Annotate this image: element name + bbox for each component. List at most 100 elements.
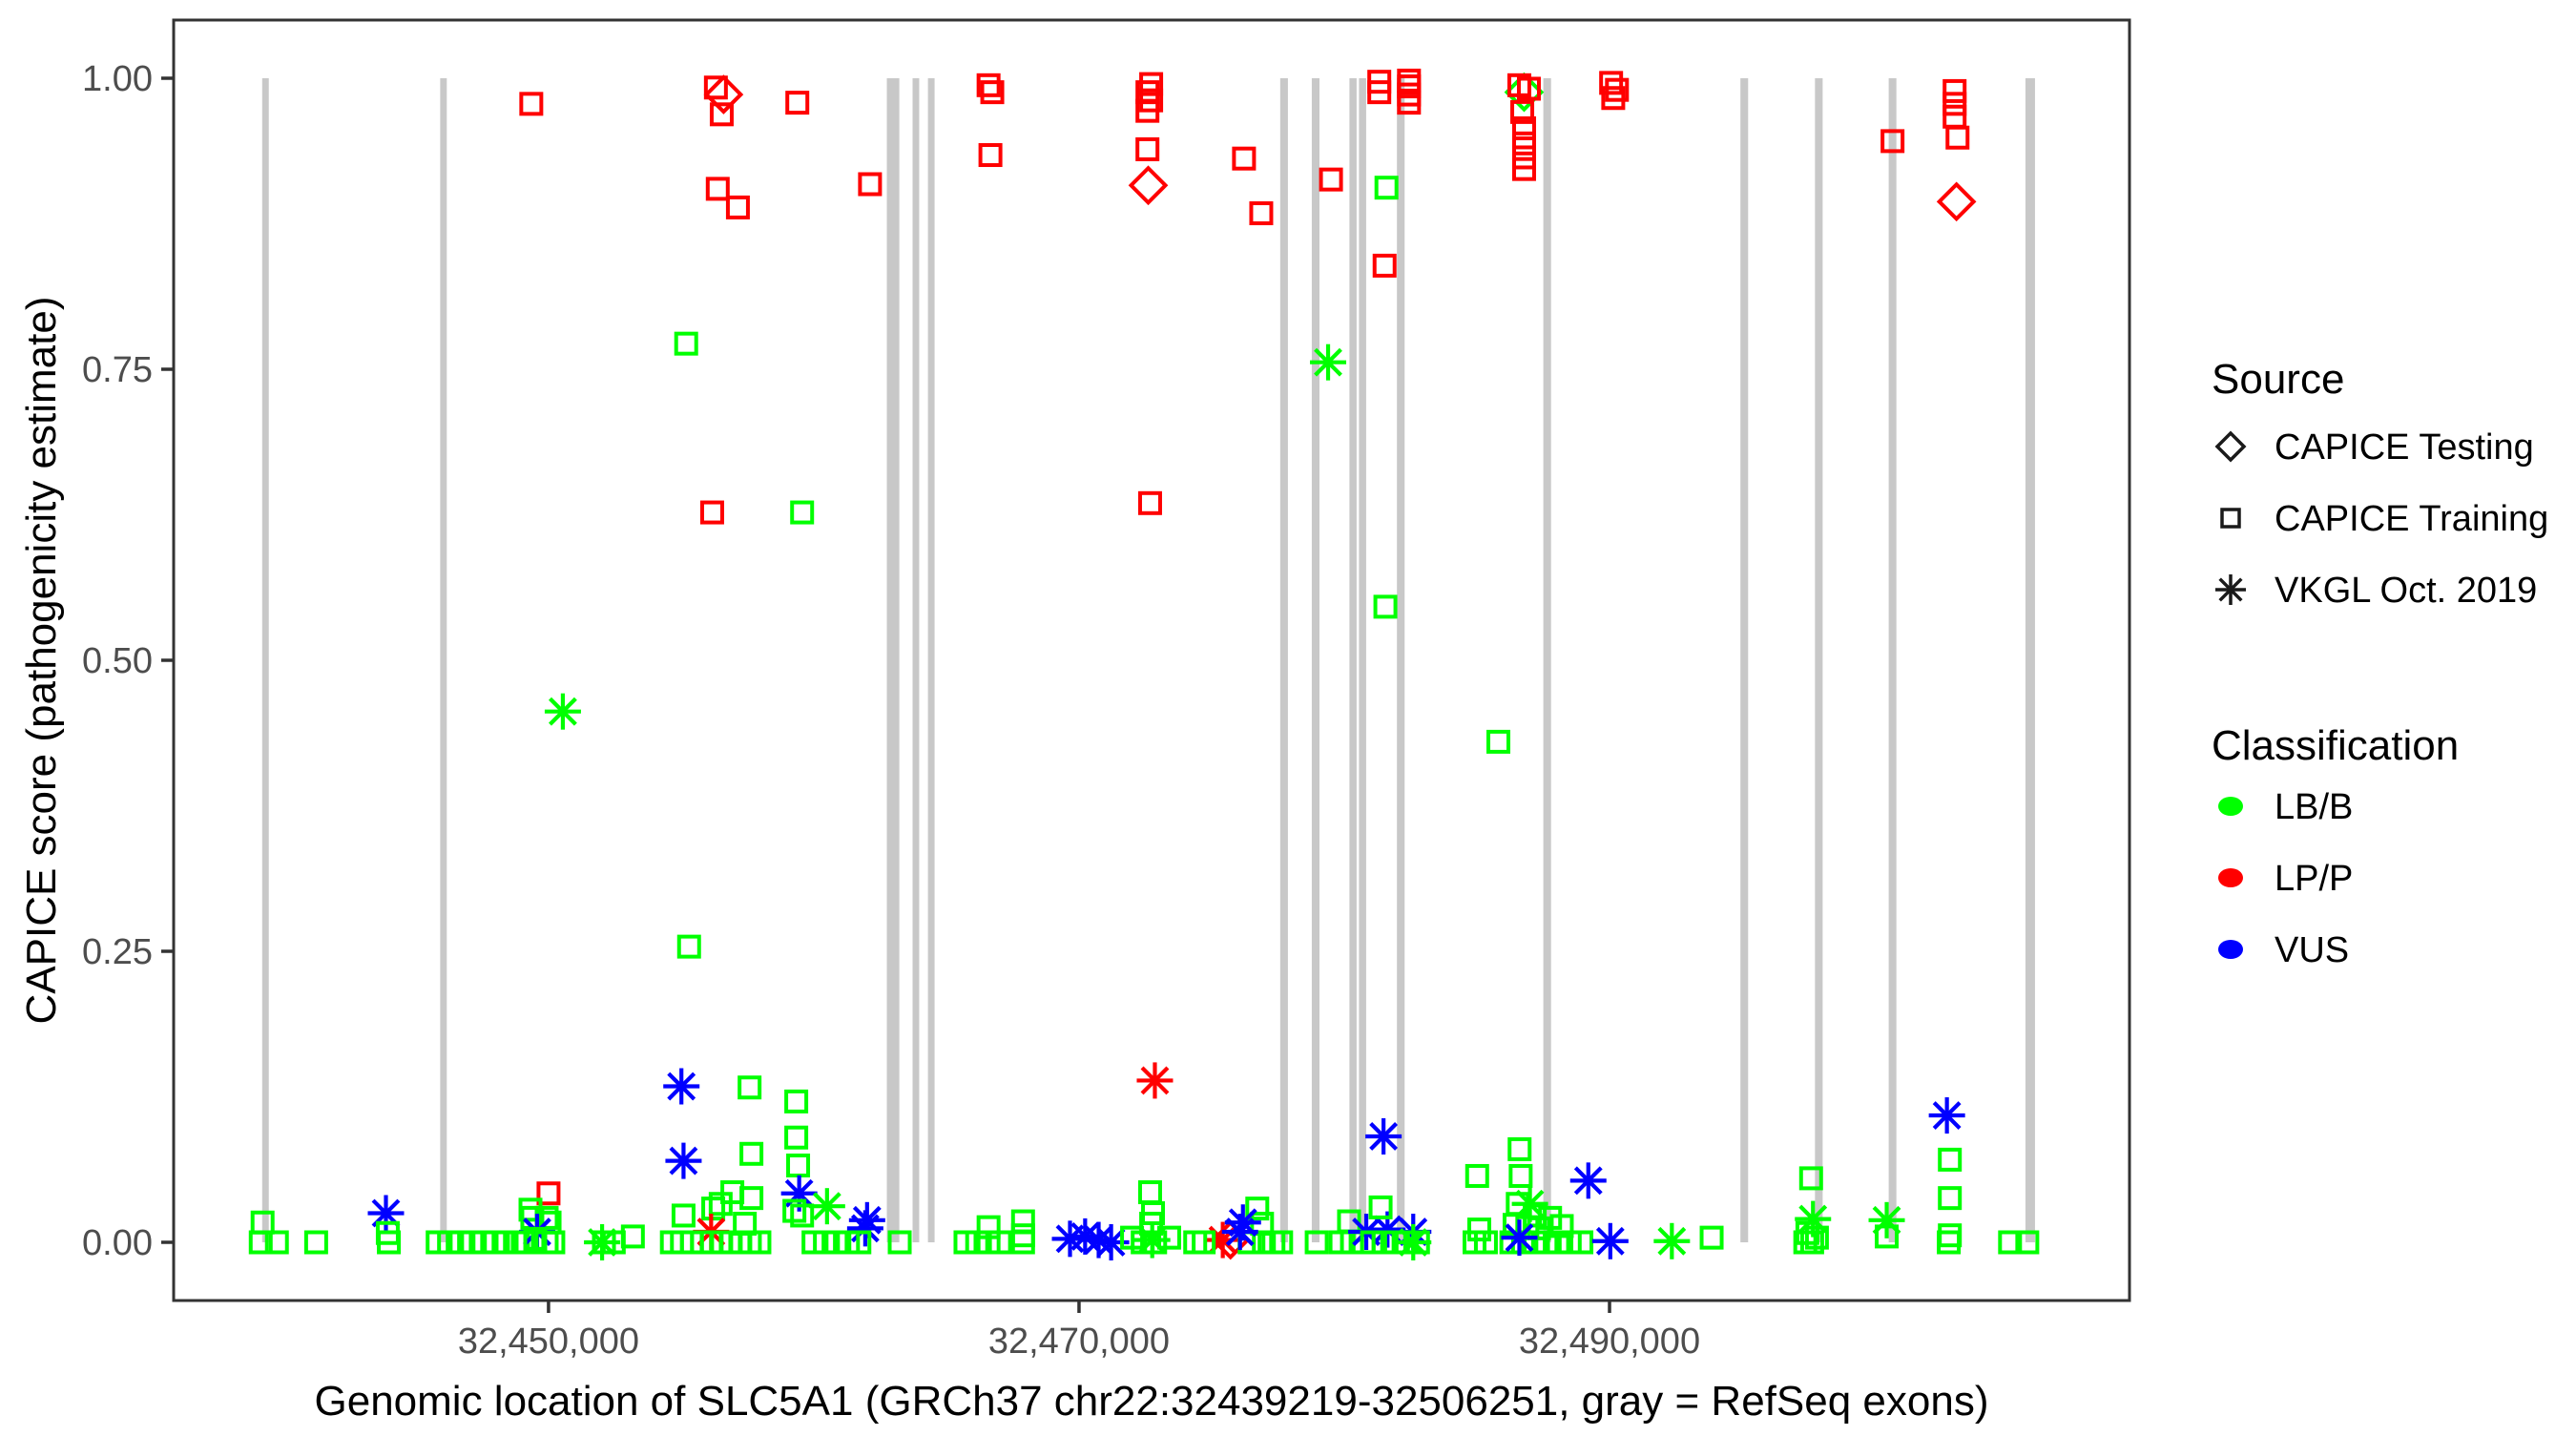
data-point-square — [536, 1181, 561, 1206]
data-point-square — [785, 91, 810, 115]
data-point-diamond — [1936, 181, 1977, 222]
data-point-square — [1397, 91, 1422, 115]
data-point-square — [782, 1198, 807, 1223]
data-point-square — [377, 1230, 402, 1255]
data-point-square — [1549, 1214, 1574, 1238]
data-point-square — [674, 331, 698, 356]
data-point-square — [784, 1125, 809, 1150]
legend-color-dot — [2218, 868, 2243, 887]
y-tick-label: 1.00 — [82, 59, 153, 99]
data-point-asterisk — [1591, 1222, 1629, 1259]
data-point-square — [1998, 1230, 2023, 1255]
y-tick-label: 0.25 — [82, 932, 153, 972]
data-point-square — [725, 195, 750, 219]
refseq-exon-bar — [1359, 78, 1366, 1242]
data-point-square — [1516, 76, 1541, 101]
data-point-square — [1466, 1217, 1491, 1242]
data-point-asterisk — [544, 693, 581, 730]
data-point-square — [676, 934, 701, 959]
data-point-diamond — [2214, 430, 2247, 463]
y-tick-label: 0.75 — [82, 350, 153, 390]
refseq-exon-bar — [1543, 78, 1551, 1242]
data-point-square — [1599, 71, 1624, 95]
data-points — [248, 68, 2040, 1260]
data-point-square — [671, 1203, 696, 1228]
data-point-asterisk — [1365, 1117, 1402, 1155]
x-tick-label: 32,450,000 — [458, 1322, 639, 1362]
data-point-square — [1135, 136, 1160, 161]
data-point-square — [699, 500, 724, 525]
data-point-asterisk — [1653, 1222, 1691, 1259]
data-point-square — [1245, 1197, 1270, 1221]
data-point-square — [1511, 115, 1536, 140]
data-point-square — [1372, 253, 1397, 278]
data-point-square — [1945, 125, 1970, 150]
data-point-square — [858, 172, 883, 197]
data-point-square — [1135, 98, 1160, 123]
refseq-exon-bar — [440, 78, 447, 1242]
data-point-diamond — [1128, 165, 1169, 206]
legend-item-lpp: LP/P — [2218, 859, 2353, 899]
data-point-square — [1937, 1230, 1962, 1255]
data-point-square — [1511, 156, 1536, 181]
data-point-asterisk — [1569, 1162, 1607, 1199]
data-point-square — [303, 1230, 328, 1255]
legend: Source CAPICE Testing CAPICE Training VKGL… — [2212, 356, 2548, 970]
refseq-exon-bar — [1349, 78, 1357, 1242]
refseq-exon-bar — [1815, 78, 1823, 1242]
data-point-square — [737, 1075, 762, 1100]
data-point-asterisk — [1136, 1062, 1174, 1099]
legend-classification-item-label: LB/B — [2275, 787, 2353, 827]
x-tick-label: 32,470,000 — [988, 1322, 1170, 1362]
data-point-square — [1875, 1224, 1900, 1249]
legend-item-asterisk: VKGL Oct. 2019 — [2215, 571, 2537, 611]
y-tick-label: 0.50 — [82, 641, 153, 681]
data-point-square — [1507, 1136, 1532, 1161]
data-point-asterisk — [665, 1142, 702, 1179]
y-axis-title: CAPICE score (pathogenicity estimate) — [18, 297, 65, 1025]
data-point-square — [790, 1203, 815, 1228]
data-point-square — [747, 1230, 772, 1255]
legend-item-diamond: CAPICE Testing — [2214, 427, 2534, 468]
data-point-square — [701, 1197, 726, 1221]
data-point-square — [2015, 1230, 2040, 1255]
data-point-square — [1232, 146, 1257, 171]
x-axis-title: Genomic location of SLC5A1 (GRCh37 chr22… — [315, 1378, 1989, 1425]
data-point-square — [1938, 1186, 1963, 1211]
legend-classification-items: LB/B LP/P VUS — [2218, 787, 2353, 970]
data-point-square — [1137, 490, 1162, 515]
data-point-square — [708, 1192, 733, 1217]
legend-classification-item-label: VUS — [2275, 930, 2349, 970]
plot-area: 32,450,000 32,470,000 32,490,000 0.000.250… — [18, 18, 2131, 1425]
data-point-square — [1192, 1230, 1216, 1255]
data-point-diamond — [703, 74, 744, 114]
data-point-asterisk — [846, 1210, 883, 1247]
data-point-asterisk — [1868, 1201, 1905, 1238]
data-point-square — [887, 1230, 912, 1255]
data-point-asterisk — [1221, 1214, 1258, 1251]
data-point-square — [703, 75, 728, 100]
refseq-exon-bar — [1740, 78, 1749, 1242]
legend-item-lbb: LB/B — [2218, 787, 2353, 827]
data-point-square — [620, 1224, 645, 1249]
y-axis: 0.00 0.25 0.50 0.75 1.00 — [82, 59, 174, 1263]
data-point-square — [1010, 1230, 1035, 1255]
data-point-square — [1799, 1230, 1824, 1255]
data-point-square — [705, 177, 730, 201]
data-point-square — [1304, 1230, 1329, 1255]
refseq-exon-bar — [1279, 78, 1288, 1242]
legend-color-dot — [2218, 797, 2243, 816]
data-point-square — [1319, 167, 1343, 192]
refseq-exon-bar — [1311, 78, 1319, 1242]
refseq-exon-bar — [2025, 78, 2035, 1242]
refseq-exon-bar — [1397, 78, 1405, 1242]
data-point-square — [1942, 92, 1967, 116]
data-point-square — [1486, 729, 1511, 754]
legend-source-items: CAPICE Testing CAPICE Training VKGL Oct. 2… — [2214, 427, 2548, 611]
legend-item-vus: VUS — [2218, 930, 2349, 970]
data-point-asterisk — [1501, 1219, 1538, 1257]
data-point-square — [519, 92, 544, 116]
refseq-exon-bar — [912, 78, 920, 1242]
refseq-exon-bar — [1888, 78, 1897, 1242]
